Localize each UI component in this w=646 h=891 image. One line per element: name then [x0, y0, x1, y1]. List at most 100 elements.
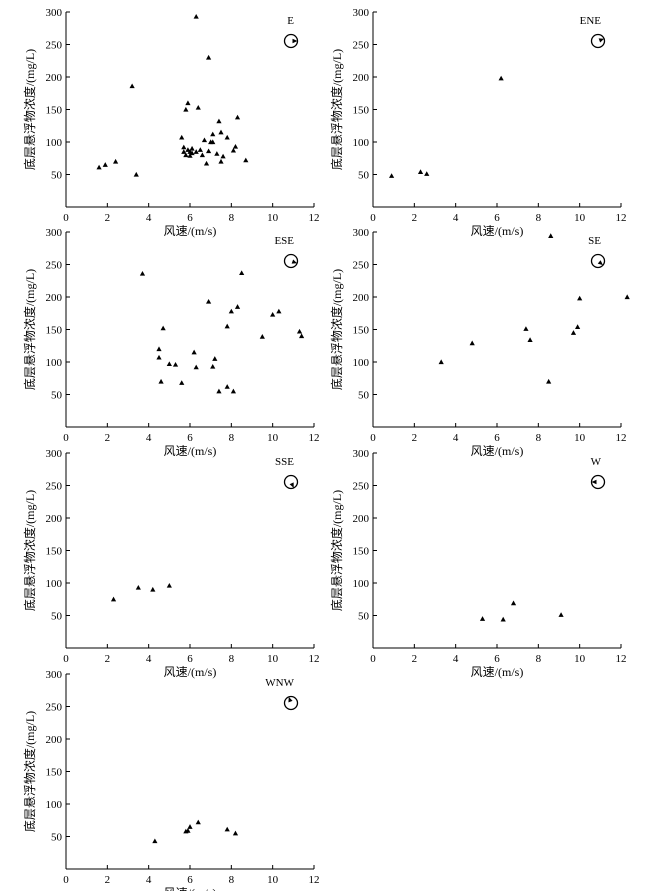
y-axis-title: 底层悬浮物浓度/(mg/L) — [22, 49, 37, 170]
y-tick-label: 100 — [46, 137, 63, 149]
scatter-panel-wnw: 0 2 4 6 8 10 12 50 100 150 200 250 300 风速/(m/s) 底层悬浮物浓… — [22, 669, 320, 891]
data-point — [224, 323, 230, 329]
y-axis-title: 底层悬浮物浓度/(mg/L) — [329, 49, 344, 170]
x-tick-label: 8 — [229, 432, 235, 444]
y-tick-label: 300 — [46, 7, 63, 19]
data-point — [234, 114, 241, 120]
data-point — [195, 819, 201, 825]
x-tick-label: 12 — [309, 874, 320, 886]
y-tick-label: 200 — [353, 513, 370, 525]
data-point — [156, 354, 162, 360]
data-point — [510, 600, 517, 606]
y-tick-label: 150 — [353, 325, 370, 337]
y-axis-title: 底层悬浮物浓度/(mg/L) — [22, 711, 37, 832]
x-tick-label: 10 — [574, 653, 586, 665]
wind-direction-circle-west-northwest-icon — [283, 695, 299, 711]
data-point — [96, 164, 102, 170]
data-point — [224, 134, 230, 140]
x-tick-label: 6 — [494, 432, 500, 444]
x-tick-label: 8 — [536, 653, 542, 665]
x-axis-title: 风速/(m/s) — [471, 444, 524, 458]
data-point — [187, 153, 193, 158]
y-tick-label: 150 — [46, 105, 63, 117]
data-point — [469, 340, 475, 346]
data-point — [193, 13, 199, 19]
y-tick-label: 100 — [353, 578, 370, 590]
data-point — [424, 171, 430, 176]
data-point — [220, 153, 226, 159]
x-tick-label: 12 — [309, 653, 320, 665]
x-tick-label: 0 — [370, 653, 376, 665]
x-axis-title: 风速/(m/s) — [164, 665, 217, 679]
x-tick-label: 10 — [574, 212, 586, 224]
data-point — [139, 271, 146, 276]
wind-direction-circle-south-southeast-icon — [283, 474, 299, 490]
data-point — [201, 137, 208, 143]
y-tick-label: 250 — [353, 260, 370, 272]
scatter-panel-ene: 0 2 4 6 8 10 12 50 100 150 200 250 300 风速/(m/s) 底层悬浮物浓… — [329, 7, 627, 238]
data-point — [185, 100, 191, 106]
data-point — [206, 54, 212, 60]
x-tick-label: 10 — [574, 432, 586, 444]
data-point — [102, 162, 108, 167]
x-tick-label: 0 — [63, 653, 69, 665]
data-point — [224, 384, 230, 389]
data-point — [500, 616, 506, 622]
y-tick-label: 50 — [51, 170, 63, 182]
data-point — [206, 298, 212, 304]
x-tick-label: 12 — [309, 432, 320, 444]
x-tick-label: 4 — [146, 432, 152, 444]
y-tick-label: 250 — [46, 481, 63, 493]
data-point — [270, 311, 276, 317]
x-tick-label: 12 — [616, 432, 627, 444]
x-tick-label: 2 — [105, 212, 111, 224]
x-tick-label: 4 — [146, 653, 152, 665]
x-tick-label: 8 — [229, 212, 235, 224]
y-tick-label: 50 — [358, 390, 370, 402]
data-point — [232, 143, 239, 149]
x-tick-label: 6 — [494, 653, 500, 665]
x-tick-label: 2 — [105, 653, 111, 665]
y-tick-label: 150 — [353, 546, 370, 558]
y-axis-title: 底层悬浮物浓度/(mg/L) — [22, 269, 37, 390]
data-point — [276, 308, 282, 314]
data-point — [438, 359, 444, 365]
data-point — [527, 337, 533, 342]
data-point — [203, 160, 210, 166]
y-tick-label: 100 — [46, 799, 63, 811]
y-tick-label: 50 — [358, 611, 370, 623]
x-tick-label: 6 — [494, 212, 500, 224]
x-tick-label: 10 — [267, 874, 279, 886]
scatter-panel-e: 0 2 4 6 8 10 12 50 100 150 200 250 300 风速/(m/s) 底层悬浮物浓… — [22, 7, 320, 238]
x-tick-label: 0 — [370, 212, 376, 224]
x-tick-label: 10 — [267, 432, 279, 444]
data-point — [624, 294, 630, 300]
wind-direction-circle-southeast-icon — [590, 253, 606, 269]
y-tick-label: 200 — [46, 292, 63, 304]
x-axis-title: 风速/(m/s) — [164, 886, 217, 891]
data-point — [206, 148, 212, 154]
data-point — [181, 144, 187, 150]
x-tick-label: 2 — [412, 212, 418, 224]
x-tick-label: 0 — [63, 432, 69, 444]
data-point — [228, 308, 234, 314]
scatter-panel-ese: 0 2 4 6 8 10 12 50 100 150 200 250 300 风速/(m/s) 底层悬浮物浓… — [22, 227, 320, 458]
y-tick-label: 200 — [353, 292, 370, 304]
x-axis-title: 风速/(m/s) — [164, 224, 217, 238]
x-tick-label: 8 — [536, 212, 542, 224]
data-point — [133, 171, 139, 177]
y-tick-label: 250 — [353, 481, 370, 493]
data-point — [210, 139, 216, 145]
x-tick-label: 4 — [146, 874, 152, 886]
y-tick-label: 100 — [353, 357, 370, 369]
x-tick-label: 4 — [453, 212, 459, 224]
data-point — [160, 325, 166, 331]
data-point — [179, 380, 185, 385]
wind-direction-label: WNW — [265, 677, 294, 689]
data-point — [197, 147, 203, 152]
y-tick-label: 300 — [46, 227, 63, 239]
data-point — [218, 129, 224, 135]
scatter-panel-w: 0 2 4 6 8 10 12 50 100 150 200 250 300 风速/(m/s) 底层悬浮物浓… — [329, 448, 627, 679]
wind-direction-label: W — [591, 456, 602, 468]
data-point — [172, 362, 179, 367]
